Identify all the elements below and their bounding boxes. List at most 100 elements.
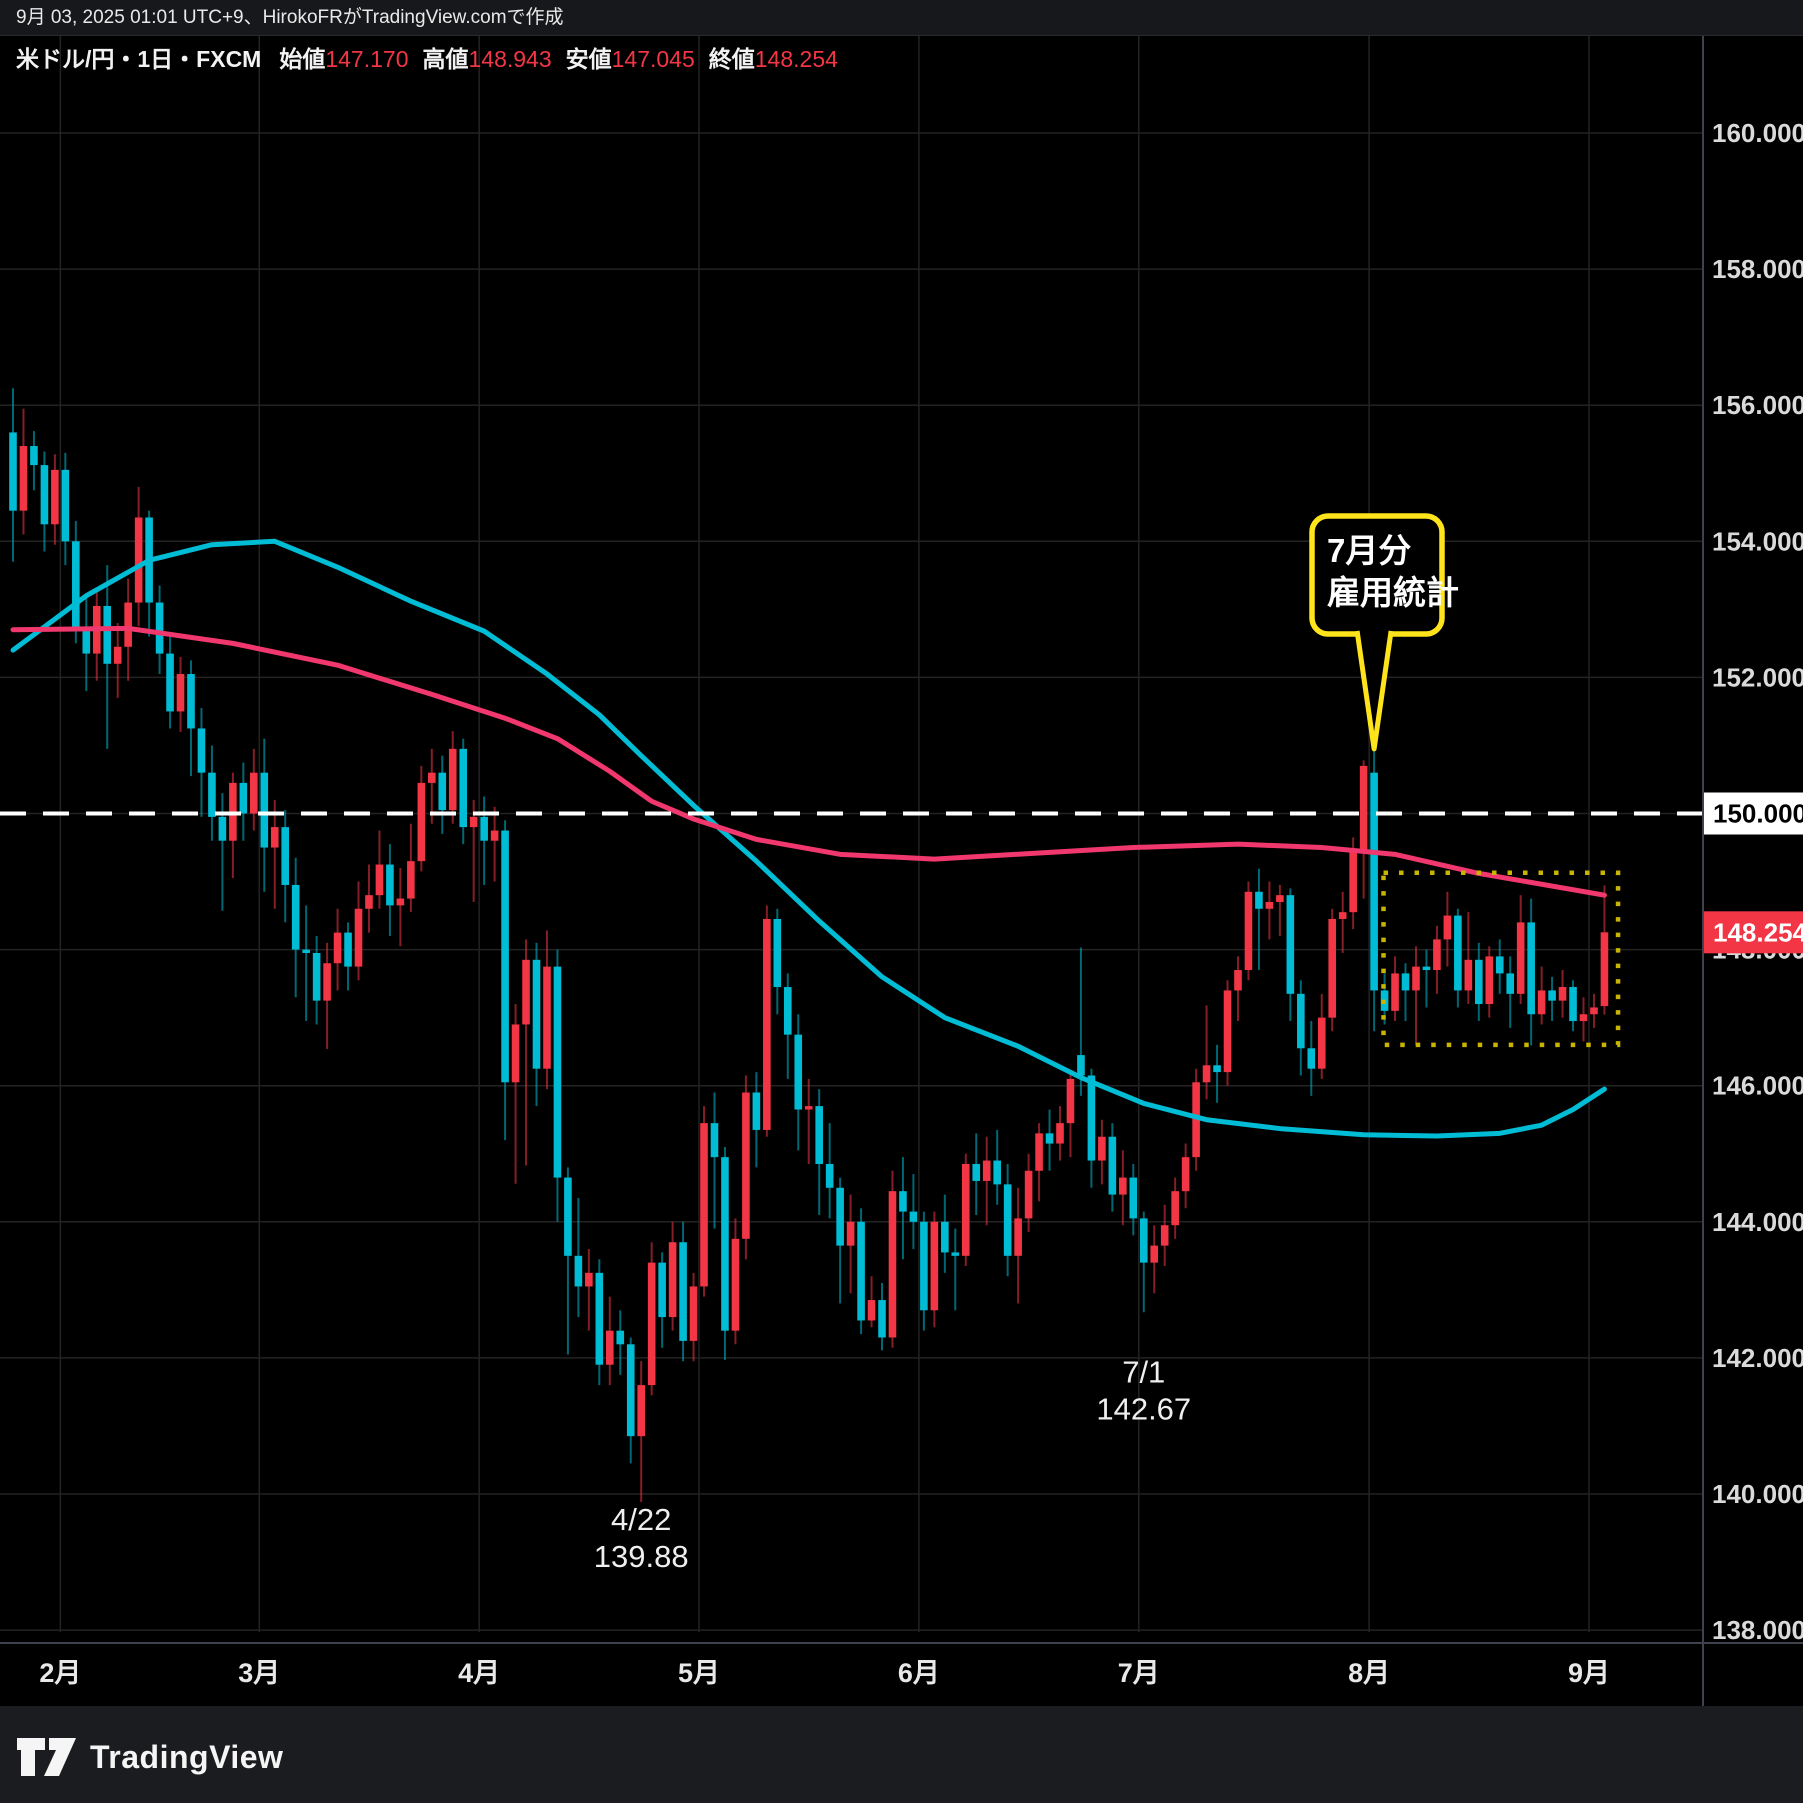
- candle[interactable]: [1579, 1014, 1588, 1022]
- candle[interactable]: [396, 898, 405, 906]
- candle[interactable]: [1590, 1007, 1598, 1015]
- candle[interactable]: [480, 816, 488, 841]
- candle[interactable]: [511, 1024, 520, 1083]
- candle[interactable]: [344, 932, 352, 967]
- candle[interactable]: [1035, 1133, 1043, 1171]
- candle[interactable]: [1160, 1225, 1169, 1246]
- candle[interactable]: [647, 1262, 656, 1386]
- candle[interactable]: [250, 772, 258, 814]
- candle[interactable]: [407, 861, 415, 899]
- candle[interactable]: [1338, 912, 1347, 919]
- candle[interactable]: [72, 541, 80, 630]
- candle[interactable]: [40, 465, 49, 525]
- candle[interactable]: [1527, 922, 1535, 1015]
- candle[interactable]: [930, 1221, 939, 1311]
- candle[interactable]: [1485, 956, 1494, 1005]
- candle[interactable]: [490, 830, 499, 841]
- candle[interactable]: [333, 932, 342, 964]
- candle[interactable]: [354, 908, 363, 967]
- candle[interactable]: [553, 966, 562, 1178]
- candle[interactable]: [9, 432, 17, 511]
- candle[interactable]: [909, 1211, 918, 1222]
- candle[interactable]: [208, 772, 216, 817]
- candle[interactable]: [1558, 987, 1567, 1001]
- candle[interactable]: [1129, 1177, 1138, 1219]
- candle[interactable]: [51, 469, 59, 525]
- candle[interactable]: [1014, 1218, 1022, 1256]
- candle[interactable]: [1454, 915, 1462, 991]
- candle[interactable]: [291, 884, 300, 950]
- candle[interactable]: [1181, 1157, 1190, 1192]
- candle[interactable]: [260, 772, 269, 848]
- candle[interactable]: [585, 1272, 593, 1287]
- candle[interactable]: [867, 1300, 876, 1321]
- candle[interactable]: [176, 673, 185, 712]
- candle[interactable]: [1317, 1017, 1326, 1069]
- candle[interactable]: [1024, 1170, 1033, 1219]
- candle[interactable]: [1328, 918, 1337, 1018]
- candle[interactable]: [323, 963, 331, 1001]
- candle[interactable]: [637, 1385, 645, 1437]
- ma-line-pink[interactable]: [10, 625, 1607, 898]
- candle[interactable]: [1516, 922, 1525, 994]
- candle[interactable]: [417, 782, 426, 862]
- candle[interactable]: [501, 830, 509, 1083]
- candle[interactable]: [187, 673, 195, 729]
- candle[interactable]: [846, 1221, 855, 1246]
- candle[interactable]: [1297, 993, 1305, 1049]
- candle[interactable]: [113, 646, 122, 664]
- candle[interactable]: [1422, 966, 1431, 971]
- candle[interactable]: [61, 469, 70, 542]
- candle[interactable]: [19, 446, 28, 511]
- candle[interactable]: [1286, 895, 1295, 994]
- candle[interactable]: [1045, 1133, 1054, 1144]
- candle[interactable]: [574, 1255, 583, 1287]
- candle[interactable]: [1433, 939, 1441, 971]
- candle[interactable]: [1307, 1048, 1316, 1069]
- candle[interactable]: [595, 1272, 604, 1365]
- tradingview-watermark[interactable]: TradingView: [16, 1736, 283, 1778]
- candle[interactable]: [742, 1092, 750, 1239]
- candle[interactable]: [1276, 895, 1284, 902]
- candle[interactable]: [82, 629, 91, 654]
- candle[interactable]: [825, 1163, 834, 1188]
- candle[interactable]: [972, 1163, 981, 1181]
- candle[interactable]: [700, 1123, 708, 1287]
- candle[interactable]: [375, 864, 384, 896]
- candle[interactable]: [1108, 1136, 1117, 1195]
- candle[interactable]: [448, 748, 457, 811]
- candle[interactable]: [1213, 1065, 1221, 1073]
- candle[interactable]: [721, 1157, 729, 1331]
- candle[interactable]: [679, 1242, 687, 1341]
- candle[interactable]: [532, 959, 541, 1069]
- candle[interactable]: [710, 1123, 719, 1158]
- candle[interactable]: [941, 1221, 949, 1253]
- candle[interactable]: [982, 1160, 991, 1181]
- candle[interactable]: [626, 1344, 635, 1437]
- candle[interactable]: [783, 987, 792, 1035]
- candle[interactable]: [1569, 987, 1577, 1022]
- candle[interactable]: [1192, 1082, 1200, 1158]
- candle[interactable]: [752, 1092, 761, 1130]
- candle[interactable]: [1412, 966, 1420, 991]
- candle[interactable]: [1548, 990, 1556, 1001]
- candle[interactable]: [365, 895, 373, 909]
- candle[interactable]: [438, 772, 447, 811]
- candle[interactable]: [961, 1163, 970, 1256]
- candle[interactable]: [1077, 1055, 1085, 1076]
- candle[interactable]: [564, 1177, 572, 1256]
- candle[interactable]: [899, 1191, 907, 1212]
- candle[interactable]: [1223, 990, 1232, 1073]
- candle[interactable]: [30, 446, 38, 466]
- candle[interactable]: [543, 966, 551, 1069]
- candle[interactable]: [103, 605, 112, 664]
- candle[interactable]: [124, 602, 132, 647]
- candle[interactable]: [459, 748, 468, 828]
- candle[interactable]: [1119, 1177, 1127, 1195]
- candle[interactable]: [920, 1221, 928, 1311]
- candle[interactable]: [1537, 990, 1546, 1015]
- candle[interactable]: [993, 1160, 1001, 1185]
- candle[interactable]: [166, 653, 174, 712]
- candle[interactable]: [1202, 1065, 1211, 1083]
